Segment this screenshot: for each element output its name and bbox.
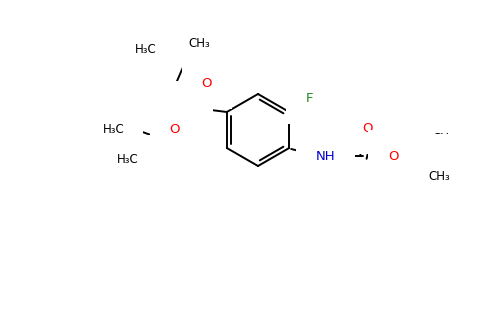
Text: CH₃: CH₃ xyxy=(431,131,453,144)
Text: CH₃: CH₃ xyxy=(439,152,461,164)
Text: CH₃: CH₃ xyxy=(187,37,209,50)
Text: O: O xyxy=(169,123,180,135)
Text: F: F xyxy=(305,91,312,105)
Text: O: O xyxy=(201,76,212,90)
Text: H₃C: H₃C xyxy=(117,153,139,165)
Text: B: B xyxy=(184,100,193,114)
Text: O: O xyxy=(361,121,372,134)
Text: O: O xyxy=(387,149,398,163)
Text: H₃C: H₃C xyxy=(135,42,157,56)
Text: NH: NH xyxy=(315,149,334,163)
Text: CH₃: CH₃ xyxy=(427,169,449,183)
Text: H₃C: H₃C xyxy=(103,123,124,135)
